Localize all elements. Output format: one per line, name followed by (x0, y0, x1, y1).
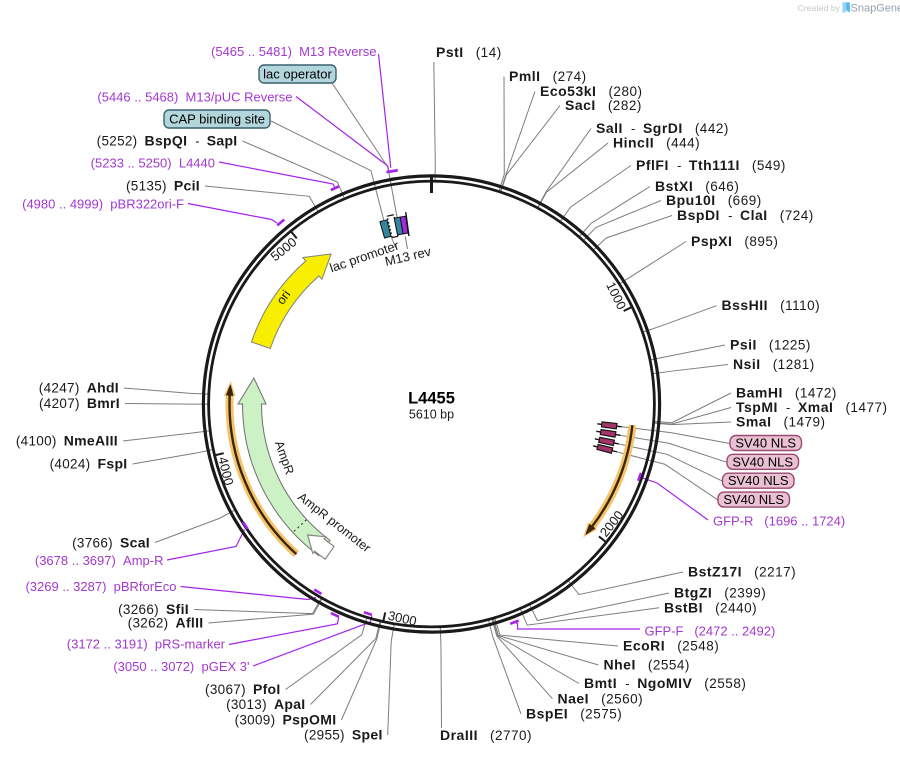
svg-text:(4980 .. 4999) pBR322ori-F: (4980 .. 4999) pBR322ori-F (22, 197, 184, 212)
svg-text:lac operator: lac operator (263, 67, 332, 82)
svg-text:PflFI - Tth111I(549): PflFI - Tth111I(549) (636, 157, 786, 173)
svg-text:(4247) AhdI: (4247) AhdI (39, 380, 119, 396)
svg-text:(4100) NmeAIII: (4100) NmeAIII (16, 433, 118, 449)
svg-text:(3172 .. 3191) pRS-marker: (3172 .. 3191) pRS-marker (67, 637, 226, 652)
svg-text:(5252) BspQI - SapI: (5252) BspQI - SapI (97, 133, 238, 149)
svg-text:(3050 .. 3072) pGEX 3': (3050 .. 3072) pGEX 3' (113, 659, 249, 674)
svg-text:NsiI(1281): NsiI(1281) (733, 356, 815, 372)
svg-text:(4207) BmrI: (4207) BmrI (39, 395, 120, 411)
svg-text:(2955) SpeI: (2955) SpeI (304, 727, 383, 743)
svg-text:SV40 NLS: SV40 NLS (728, 473, 789, 488)
svg-text:CAP binding site: CAP binding site (169, 112, 265, 127)
svg-text:PsiI(1225): PsiI(1225) (730, 337, 811, 353)
svg-text:BspDI - ClaI(724): BspDI - ClaI(724) (677, 207, 814, 223)
svg-text:NaeI(2560): NaeI(2560) (558, 690, 644, 706)
svg-text:SnapGene: SnapGene (851, 3, 900, 15)
svg-text:(5233 .. 5250) L4440: (5233 .. 5250) L4440 (91, 156, 215, 171)
svg-text:(5135) PciI: (5135) PciI (126, 178, 200, 194)
svg-text:SV40 NLS: SV40 NLS (732, 454, 793, 469)
svg-text:GFP-F (2472 .. 2492): GFP-F (2472 .. 2492) (645, 624, 776, 639)
svg-text:(3766) ScaI: (3766) ScaI (72, 535, 150, 551)
svg-text:(3678 .. 3697) Amp-R: (3678 .. 3697) Amp-R (35, 553, 164, 568)
svg-text:BstZ17I(2217): BstZ17I(2217) (688, 564, 796, 580)
svg-text:(3269 .. 3287) pBRforEco: (3269 .. 3287) pBRforEco (25, 579, 176, 594)
svg-text:(5465 .. 5481) M13 Reverse: (5465 .. 5481) M13 Reverse (211, 44, 376, 59)
svg-text:L4455: L4455 (408, 390, 455, 408)
svg-text:GFP-R (1696 .. 1724): GFP-R (1696 .. 1724) (713, 514, 845, 529)
svg-text:Bpu10I(669): Bpu10I(669) (666, 192, 762, 208)
svg-text:SV40 NLS: SV40 NLS (735, 436, 796, 451)
svg-text:(5446 .. 5468) M13/pUC Revers: (5446 .. 5468) M13/pUC Reverse (97, 90, 292, 105)
svg-text:(3067) PfoI: (3067) PfoI (205, 681, 281, 697)
svg-text:(3009) PspOMI: (3009) PspOMI (235, 712, 337, 728)
svg-text:SV40 NLS: SV40 NLS (723, 492, 784, 507)
svg-text:(3013) ApaI: (3013) ApaI (226, 696, 305, 712)
svg-text:5610 bp: 5610 bp (409, 408, 454, 422)
svg-text:(3266) SfiI: (3266) SfiI (118, 601, 189, 617)
svg-text:BmtI - NgoMIV(2558): BmtI - NgoMIV(2558) (584, 675, 746, 691)
svg-text:Created by: Created by (798, 3, 841, 13)
svg-text:(4024) FspI: (4024) FspI (50, 456, 128, 472)
